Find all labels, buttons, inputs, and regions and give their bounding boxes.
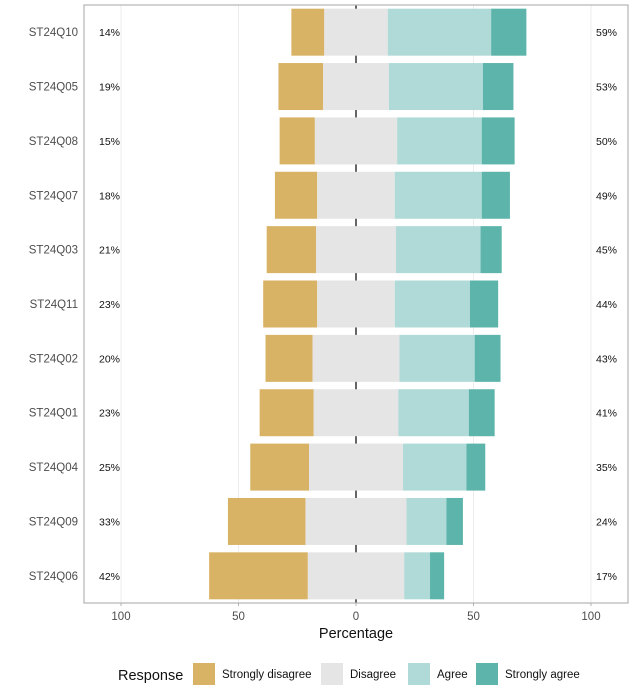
bar-strongly-disagree xyxy=(266,226,317,274)
bar-strongly-agree xyxy=(469,280,499,328)
legend-label: Disagree xyxy=(350,669,396,681)
bar-strongly-agree xyxy=(491,8,527,56)
x-tick-label: 0 xyxy=(353,611,359,623)
bar-disagree xyxy=(317,171,395,219)
bars xyxy=(209,8,527,600)
right-percent-label: 41% xyxy=(596,408,617,420)
left-percent-label: 25% xyxy=(99,462,120,474)
bar-agree xyxy=(399,334,475,382)
bar-strongly-disagree xyxy=(274,171,318,219)
x-axis-title: Percentage xyxy=(319,626,393,642)
bar-agree xyxy=(387,8,492,56)
bar-strongly-agree xyxy=(481,171,510,219)
right-percent-label: 45% xyxy=(596,245,617,257)
y-tick-label: ST24Q08 xyxy=(29,136,78,148)
bar-agree xyxy=(404,552,431,600)
legend-key xyxy=(321,663,343,685)
left-percent-label: 14% xyxy=(99,27,120,39)
bar-strongly-disagree xyxy=(259,389,314,437)
bar-agree xyxy=(394,171,482,219)
percent-labels: 14% 59% 19% 53% 15% 50% 18% 49% 21% 45% 23% 44% 20% 4… xyxy=(99,27,617,583)
y-tick-label: ST24Q03 xyxy=(29,245,78,257)
legend-key xyxy=(408,663,430,685)
right-percent-label: 59% xyxy=(596,27,617,39)
y-tick-label: ST24Q04 xyxy=(29,462,79,474)
right-percent-label: 49% xyxy=(596,190,617,202)
y-tick-label: ST24Q11 xyxy=(30,299,78,311)
legend-label: Strongly agree xyxy=(505,669,580,681)
bar-disagree xyxy=(316,226,396,274)
left-percent-label: 21% xyxy=(99,245,120,257)
right-percent-label: 53% xyxy=(596,82,617,94)
legend-key xyxy=(193,663,215,685)
bar-agree xyxy=(403,443,467,491)
bar-disagree xyxy=(313,389,399,437)
left-percent-label: 23% xyxy=(99,299,120,311)
bar-agree xyxy=(397,117,482,165)
bar-strongly-disagree xyxy=(265,334,313,382)
bar-strongly-agree xyxy=(481,117,515,165)
bar-strongly-disagree xyxy=(209,552,308,600)
y-tick-label: ST24Q05 xyxy=(29,82,78,94)
right-percent-label: 43% xyxy=(596,353,617,365)
left-percent-label: 19% xyxy=(99,82,120,94)
x-tick-label: 100 xyxy=(581,611,600,623)
bar-strongly-disagree xyxy=(250,443,309,491)
left-percent-label: 15% xyxy=(99,136,120,148)
bar-strongly-disagree xyxy=(227,497,306,545)
bar-agree xyxy=(406,497,447,545)
bar-strongly-disagree xyxy=(291,8,325,56)
right-percent-label: 35% xyxy=(596,462,617,474)
right-percent-label: 17% xyxy=(596,571,617,583)
legend: Response Strongly disagree Disagree Agree S… xyxy=(118,663,580,685)
y-tick-label: ST24Q07 xyxy=(29,190,78,202)
bar-disagree xyxy=(323,63,389,111)
bar-strongly-disagree xyxy=(279,117,315,165)
bar-strongly-agree xyxy=(474,334,501,382)
right-percent-label: 44% xyxy=(596,299,617,311)
left-percent-label: 33% xyxy=(99,516,120,528)
y-tick-label: ST24Q06 xyxy=(29,571,78,583)
bar-strongly-disagree xyxy=(263,280,318,328)
left-percent-label: 23% xyxy=(99,408,120,420)
y-tick-label: ST24Q02 xyxy=(29,353,78,365)
bar-strongly-agree xyxy=(468,389,495,437)
bar-disagree xyxy=(314,117,398,165)
bar-disagree xyxy=(309,443,403,491)
bar-disagree xyxy=(307,552,405,600)
x-tick-label: 50 xyxy=(232,611,245,623)
left-percent-label: 20% xyxy=(99,353,120,365)
bar-disagree xyxy=(317,280,395,328)
left-percent-label: 42% xyxy=(99,571,120,583)
legend-label: Agree xyxy=(437,669,468,681)
right-percent-label: 50% xyxy=(596,136,617,148)
bar-disagree xyxy=(305,497,407,545)
y-axis-labels: ST24Q10 ST24Q05 ST24Q08 ST24Q07 ST24Q03 ST24Q… xyxy=(29,27,79,583)
x-tick-label: 50 xyxy=(467,611,480,623)
legend-label: Strongly disagree xyxy=(222,669,312,681)
bar-strongly-agree xyxy=(430,552,445,600)
bar-agree xyxy=(388,63,483,111)
y-tick-label: ST24Q09 xyxy=(29,516,78,528)
bar-strongly-agree xyxy=(482,63,514,111)
bar-disagree xyxy=(324,8,388,56)
bar-disagree xyxy=(312,334,400,382)
y-tick-label: ST24Q01 xyxy=(29,408,78,420)
right-percent-label: 24% xyxy=(596,516,617,528)
bar-agree xyxy=(394,280,470,328)
bar-agree xyxy=(395,226,481,274)
bar-strongly-disagree xyxy=(278,63,324,111)
bar-strongly-agree xyxy=(446,497,463,545)
legend-title: Response xyxy=(118,668,183,684)
x-tick-label: 100 xyxy=(111,611,130,623)
bar-agree xyxy=(398,389,469,437)
y-tick-label: ST24Q10 xyxy=(29,27,78,39)
bar-strongly-agree xyxy=(466,443,486,491)
legend-key xyxy=(476,663,498,685)
x-axis-ticks: 100 50 0 50 100 xyxy=(111,603,601,623)
left-percent-label: 18% xyxy=(99,190,120,202)
bar-strongly-agree xyxy=(480,226,502,274)
